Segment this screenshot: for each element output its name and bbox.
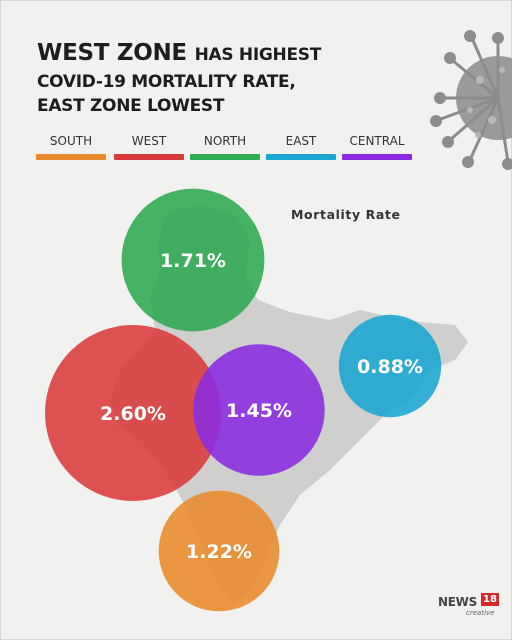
headline-bold: WEST ZONE	[37, 40, 187, 66]
bubble-north	[121, 188, 265, 332]
chart-subtitle: Mortality Rate	[291, 207, 401, 222]
legend-label: WEST	[131, 134, 167, 148]
legend-swatch	[114, 154, 184, 160]
legend-item-south: SOUTH	[36, 134, 106, 160]
logo-sub: creative	[466, 609, 495, 617]
legend-label: CENTRAL	[349, 134, 405, 148]
logo-text: NEWS	[438, 595, 477, 609]
headline: WEST ZONE HAS HIGHEST COVID-19 MORTALITY…	[37, 38, 397, 118]
bubble-south	[158, 490, 280, 612]
legend-item-central: CENTRAL	[342, 134, 412, 160]
legend-swatch	[190, 154, 260, 160]
data-label-west: 2.60%	[100, 403, 166, 425]
bubble-central	[193, 344, 325, 476]
data-label-north: 1.71%	[160, 250, 226, 272]
headline-rest: HAS HIGHEST	[194, 45, 322, 65]
data-label-east: 0.88%	[357, 356, 423, 378]
legend-label: EAST	[285, 134, 317, 148]
legend-item-east: EAST	[266, 134, 336, 160]
bubble-east	[338, 314, 442, 418]
legend-label: NORTH	[203, 134, 247, 148]
news18-logo: NEWS 18 creative	[438, 593, 499, 621]
legend-item-west: WEST	[114, 134, 184, 160]
data-label-south: 1.22%	[186, 541, 252, 563]
legend-item-north: NORTH	[190, 134, 260, 160]
data-label-central: 1.45%	[226, 400, 292, 422]
legend: SOUTH WEST NORTH EAST CENTRAL	[36, 134, 416, 164]
legend-swatch	[36, 154, 106, 160]
virus-icon	[430, 30, 512, 170]
headline-line3: EAST ZONE LOWEST	[37, 96, 225, 116]
legend-swatch	[342, 154, 412, 160]
headline-line2: COVID-19 MORTALITY RATE,	[37, 72, 296, 92]
legend-label: SOUTH	[49, 134, 93, 148]
legend-swatch	[266, 154, 336, 160]
bubble-west	[45, 325, 221, 501]
logo-number: 18	[481, 593, 499, 606]
